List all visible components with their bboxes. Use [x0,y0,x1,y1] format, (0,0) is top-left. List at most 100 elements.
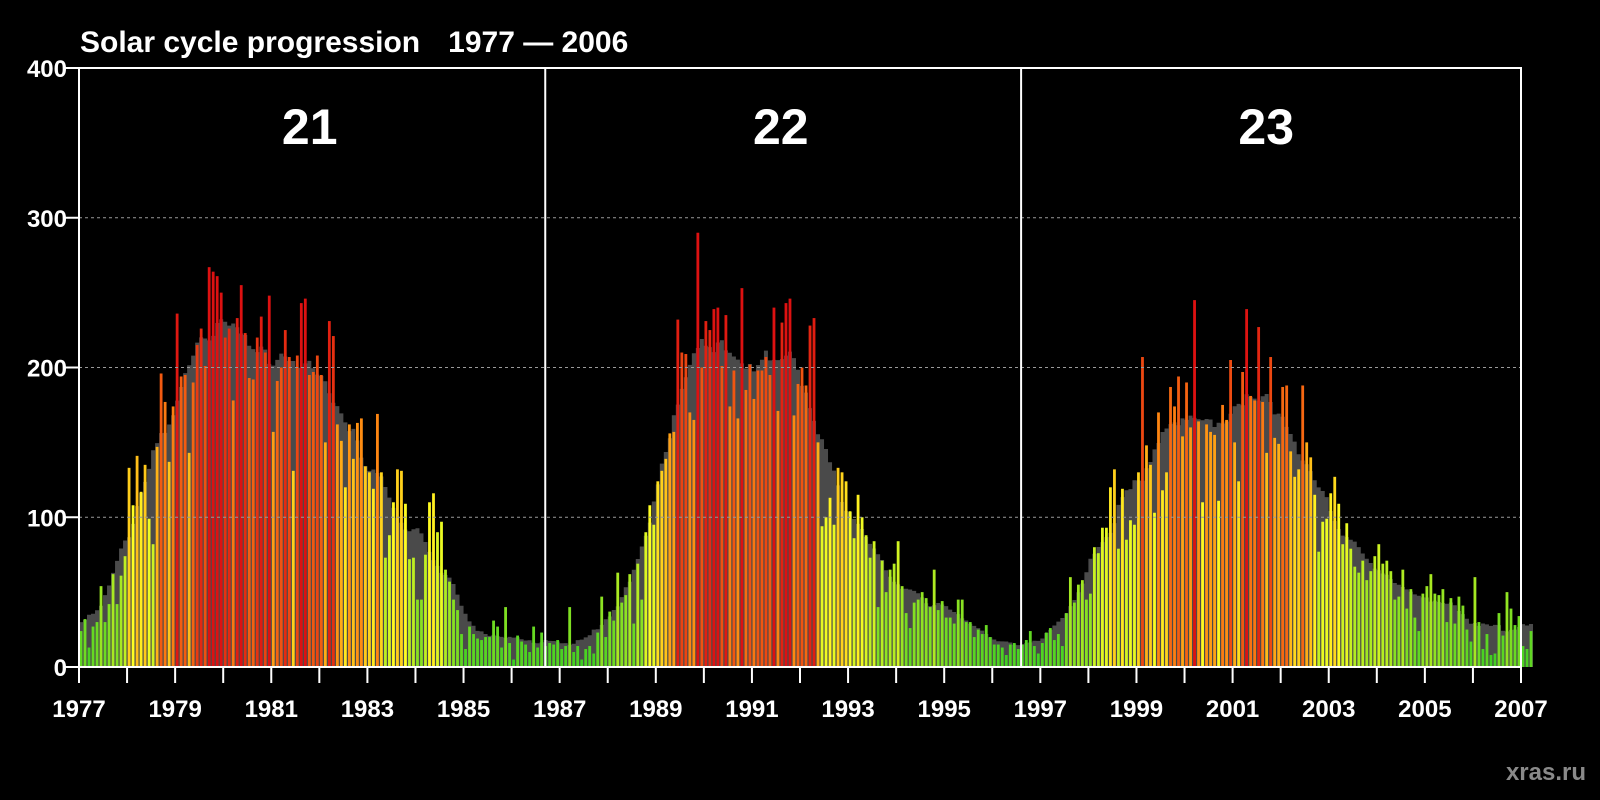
sunspot-bar [836,467,840,667]
sunspot-bar [123,556,127,667]
sunspot-bar [1405,608,1409,667]
sunspot-bar [536,647,540,667]
sunspot-bar [1393,599,1397,667]
axes-layer: 0 100 200 300 400 1977 1979 1981 1983 1985 1987 198… [27,56,1548,723]
sunspot-bar [564,646,568,667]
sunspot-bar [1389,571,1393,667]
sunspot-bar [580,659,584,667]
sunspot-bar [131,505,135,667]
sunspot-bar [1497,613,1501,667]
sunspot-bar [756,370,760,667]
sunspot-bar [303,298,307,667]
sunspot-bar [1117,548,1120,667]
sunspot-bar [295,355,299,667]
chart-title: Solar cycle progression 1977 — 2006 [80,26,628,59]
sunspot-bar [784,303,788,667]
sunspot-bar [772,307,776,667]
sunspot-bar [1313,494,1317,667]
sunspot-bar [680,352,684,667]
sunspot-bar [1217,500,1220,667]
sunspot-bar [952,623,956,667]
sunspot-bar [1193,300,1196,667]
sunspot-bar [1028,631,1032,667]
sunspot-bar [816,442,820,667]
sunspot-bar [279,367,283,667]
sunspot-bar [359,418,363,667]
sunspot-bar [556,640,560,667]
sunspot-bar [980,634,984,667]
sunspot-bar [1072,602,1076,667]
sunspot-bar [151,544,155,667]
sunspot-bar [343,487,347,667]
sunspot-bar [920,592,924,667]
sunspot-bar [219,292,223,667]
sunspot-bar [1425,586,1429,667]
sunspot-bar [444,569,447,667]
sunspot-bar [1413,617,1417,667]
sunspot-bar [1237,481,1241,667]
sunspot-bar [644,532,648,667]
sunspot-bar [828,497,832,667]
sunspot-bar [1493,653,1497,667]
sunspot-bar [384,557,387,667]
sunspot-bar [1068,577,1072,667]
sunspot-bar [568,607,572,667]
sunspot-bar [1008,644,1012,667]
sunspot-bar [812,318,816,667]
sunspot-bar [668,433,672,667]
y-tick-label: 200 [27,356,67,383]
sunspot-bar [776,410,780,667]
sunspot-bar [135,455,139,667]
sunspot-bar [1084,599,1088,667]
sunspot-bar [840,472,844,667]
sunspot-bar [696,232,700,667]
sunspot-bar [1209,431,1212,667]
sunspot-bar [255,337,259,667]
x-tick-label: 1999 [1110,696,1163,723]
sunspot-bar [1345,523,1349,667]
sunspot-bar [1000,647,1004,667]
sunspot-bar [480,640,483,667]
sunspot-bar [764,357,768,667]
sunspot-bar [175,313,179,667]
sunspot-bar [476,638,479,667]
sunspot-bar [452,599,455,667]
sunspot-bar [1505,592,1509,667]
sunspot-bar [988,637,992,667]
sunspot-bar [876,607,880,667]
sunspot-bar [848,511,852,667]
sunspot-bar [147,518,151,667]
sunspot-bar [171,406,175,667]
sunspot-bar [496,626,499,667]
sunspot-bar [796,383,800,667]
sunspot-bar [904,613,908,667]
sunspot-bar [388,535,391,667]
sunspot-bar [596,632,600,667]
sunspot-bar [1012,643,1016,667]
sunspot-bar [860,517,864,667]
sunspot-bar [616,572,620,667]
cycle-label: 21 [282,99,338,155]
sunspot-bar [440,521,443,667]
sunspot-bar [1457,596,1461,667]
sunspot-bar [948,617,952,667]
sunspot-bar [672,431,676,667]
sunspot-bar [620,602,624,667]
sunspot-bar [752,398,756,667]
monthly-bars-layer [79,232,1533,667]
sunspot-bar [856,494,860,667]
sunspot-bar [424,554,427,667]
sunspot-bar [428,502,431,667]
sunspot-bar [1353,566,1357,667]
sunspot-bar [1333,476,1337,667]
sunspot-bar [1513,625,1517,667]
sunspot-bar [976,629,980,667]
sunspot-bar [712,309,716,667]
sunspot-bar [1473,577,1477,667]
sunspot-bar [1273,437,1277,667]
sunspot-bar [956,599,960,667]
sunspot-bar [768,374,772,667]
sunspot-bar [103,622,107,667]
sunspot-bar [880,560,884,667]
sunspot-bar [187,452,191,667]
